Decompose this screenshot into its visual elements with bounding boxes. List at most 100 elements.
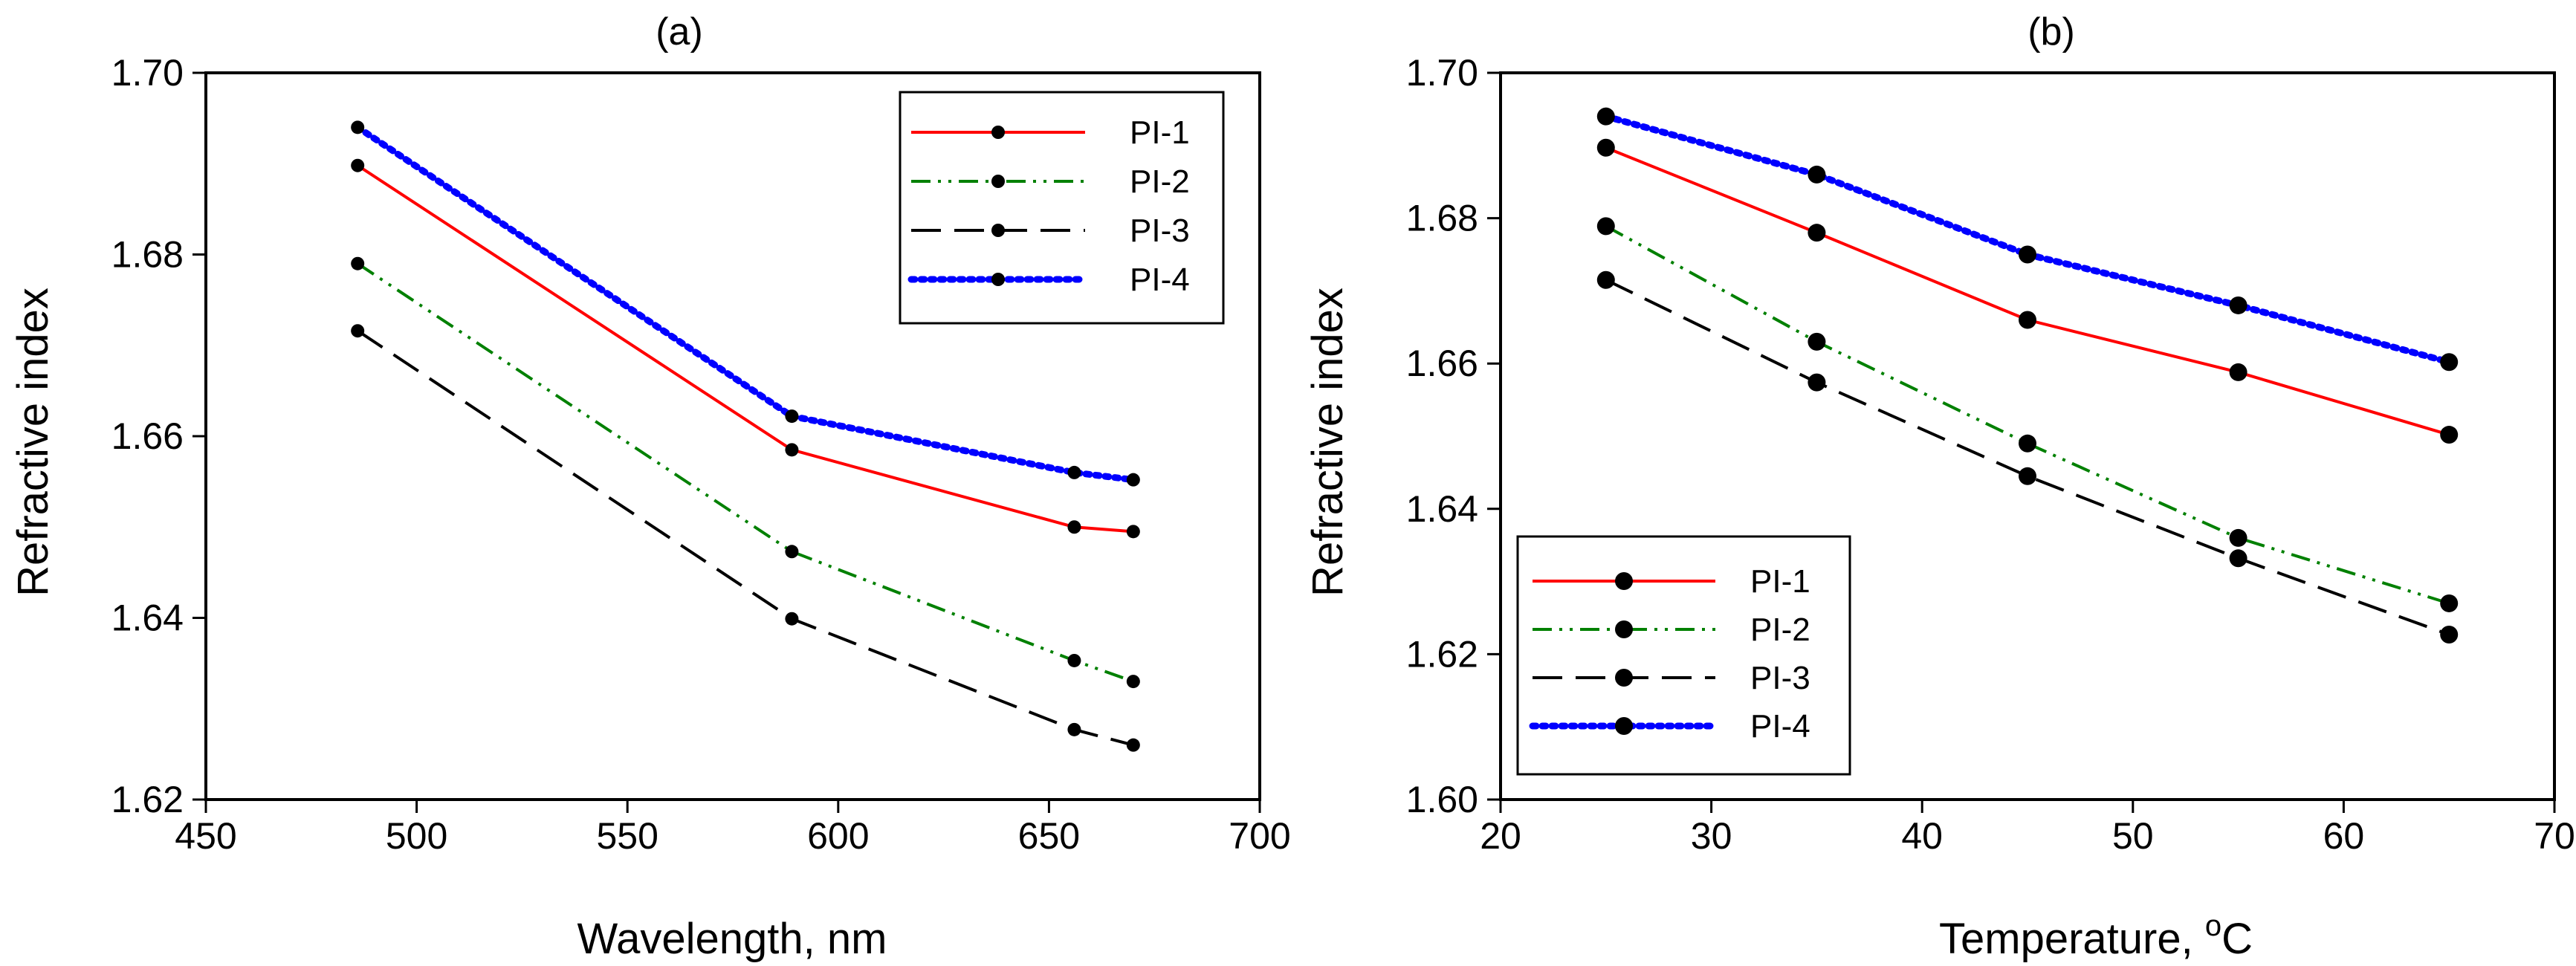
data-point [1596,270,1615,289]
series-line-pi-3 [1605,278,2450,636]
data-point [785,443,799,457]
data-point [1808,332,1826,351]
y-tick-label: 1.70 [111,52,184,94]
chart-panel-a: (a) Refractive index Wavelength, nm PI-1… [9,10,1291,963]
legend-box [899,91,1225,325]
x-tick-label: 50 [2112,815,2154,857]
legend: PI-1 PI-2 PI-3 PI-4 [1516,535,1851,776]
series-line-pi-1 [1605,146,2450,436]
data-point [351,158,365,172]
data-point [351,256,365,270]
plot-frame [1499,71,2556,801]
data-point [1596,107,1615,126]
series-line-pi-4 [354,123,1137,484]
x-tick-label: 60 [2323,815,2365,857]
legend: PI-1 PI-2 PI-3 PI-4 [899,91,1225,325]
data-point [2229,549,2247,568]
data-point [785,545,799,559]
data-point [2229,296,2247,314]
chart-title: (b) [2028,10,2075,54]
series-line-pi-2 [1605,224,2450,605]
data-point [2440,353,2459,372]
data-point [785,612,799,626]
legend-marker [991,224,1005,237]
y-tick-label: 1.66 [1406,343,1478,384]
data-point [351,120,365,134]
data-point [2440,594,2459,612]
data-point [1808,165,1826,184]
legend-marker [991,273,1005,286]
data-point [1808,373,1826,392]
x-tick-label: 30 [1691,815,1732,857]
legend-label: PI-1 [1750,563,1810,600]
legend-marker [1615,620,1633,638]
y-tick-label: 1.62 [1406,633,1478,675]
x-tick-label: 700 [1229,815,1290,857]
series-line-pi-1 [357,164,1133,534]
data-point [2440,426,2459,444]
x-tick-label: 70 [2534,815,2575,857]
y-tick-label: 1.68 [1406,198,1478,239]
data-point [785,409,799,424]
x-tick-label: 450 [175,815,236,857]
data-point [2019,467,2036,485]
data-point [2440,625,2459,644]
y-tick-label: 1.68 [111,234,184,276]
x-tick-label: 500 [386,815,447,857]
x-axis-title: Wavelength, nm [577,915,887,963]
data-point [1596,217,1615,236]
legend-label: PI-3 [1130,213,1190,249]
y-axis-title: Refractive index [1304,288,1352,597]
y-tick-label: 1.62 [111,779,184,820]
series-line-pi-3 [357,329,1134,747]
x-tick-label: 40 [1901,815,1943,857]
y-tick-label: 1.60 [1406,779,1478,820]
data-point [1126,525,1140,539]
chart-panel-b: (b) Refractive index Temperature, oC PI-… [1304,10,2575,963]
legend-marker [1615,572,1633,590]
data-point [2229,528,2247,547]
y-tick-label: 1.66 [111,415,184,457]
data-point [1126,675,1140,689]
x-tick-label: 550 [596,815,658,857]
plot-area-a [351,120,1140,752]
legend-label: PI-4 [1130,262,1190,298]
data-point [1126,738,1140,752]
data-point [1126,473,1140,487]
data-point [1067,520,1081,534]
x-axis-title-text: Temperature, [1939,915,2205,963]
data-point [1067,722,1081,736]
legend-marker [991,126,1005,139]
data-point [2229,363,2247,381]
chart-title: (a) [656,10,703,54]
data-point [2019,245,2036,264]
y-tick-label: 1.64 [1406,488,1478,530]
legend-label: PI-1 [1130,114,1190,151]
y-tick-label: 1.64 [111,597,184,639]
series-line-pi-2 [357,262,1134,683]
x-axis-title-unit: C [2221,915,2253,963]
legend-marker [1615,717,1633,735]
legend-label: PI-2 [1750,612,1810,648]
legend-label: PI-4 [1750,708,1810,745]
legend-label: PI-3 [1750,660,1810,696]
x-axis-title: Temperature, oC [1939,910,2253,963]
x-tick-label: 650 [1018,815,1080,857]
data-point [1067,653,1081,667]
plot-area-b [1596,107,2459,644]
y-axis-title: Refractive index [9,288,57,597]
data-point [351,324,365,338]
legend-label: PI-2 [1130,163,1190,200]
data-point [1808,224,1826,242]
x-axis-title-superscript: o [2205,910,2221,942]
x-tick-label: 20 [1480,815,1521,857]
data-point [2019,434,2036,453]
y-tick-label: 1.70 [1406,52,1478,94]
x-tick-label: 600 [807,815,869,857]
legend-marker [991,175,1005,188]
data-point [2019,311,2036,329]
data-point [1596,138,1615,157]
legend-box [1516,535,1851,776]
data-point [1067,465,1081,479]
